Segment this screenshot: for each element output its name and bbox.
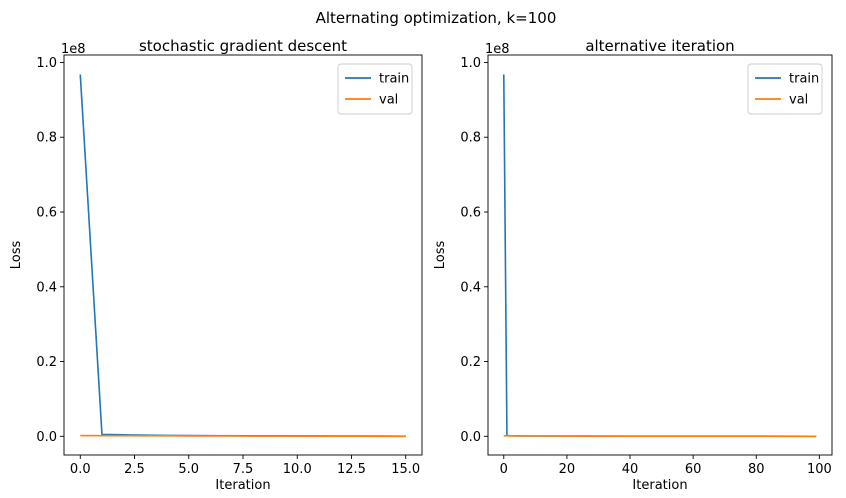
x-tick-label: 15.0 — [391, 462, 420, 477]
axes-frame — [487, 54, 833, 456]
y-tick-label: 0.4 — [460, 280, 481, 295]
x-tick-label: 10.0 — [283, 462, 312, 477]
y-tick-label: 0.2 — [36, 355, 57, 370]
subplot-1: 0.0 2.5 5.0 7.5 10.0 12.5 15.0 0.0 0.2 0.4 0.6 0.8 1… — [9, 37, 423, 493]
legend-label-val: val — [379, 93, 398, 108]
subplot-title: stochastic gradient descent — [139, 37, 347, 55]
x-tick-label: 12.5 — [337, 462, 366, 477]
x-tick-label: 7.5 — [233, 462, 254, 477]
subplot-2: 0 20 40 60 80 100 0.0 0.2 0.4 0.6 0.8 1.0 1e8 alterna… — [433, 37, 833, 493]
x-tick-label: 0.0 — [70, 462, 91, 477]
subplot-title: alternative iteration — [585, 37, 734, 55]
x-tick-label: 2.5 — [124, 462, 145, 477]
x-tick-label: 60 — [685, 462, 702, 477]
series-line-val — [80, 434, 406, 438]
legend-label-train: train — [379, 72, 409, 87]
y-axis-label: Loss — [433, 241, 448, 270]
x-tick-label: 40 — [622, 462, 639, 477]
legend-box — [747, 63, 823, 115]
series-line-train — [502, 74, 817, 438]
x-tick-label: 5.0 — [178, 462, 199, 477]
legend-label-val: val — [789, 93, 808, 108]
x-tick-label: 100 — [807, 462, 832, 477]
legend: train val — [747, 63, 823, 115]
y-tick-label: 0.8 — [460, 131, 481, 146]
axes-frame — [63, 54, 423, 456]
series-line-val — [503, 434, 817, 438]
y-offset-label: 1e8 — [485, 42, 510, 57]
y-tick-label: 0.0 — [36, 430, 57, 445]
plots: 0.0 2.5 5.0 7.5 10.0 12.5 15.0 0.0 0.2 0.4 0.6 0.8 1… — [9, 37, 833, 493]
figure-suptitle: Alternating optimization, k=100 — [316, 9, 557, 27]
series-line-train — [79, 74, 406, 437]
y-tick-label: 0.6 — [36, 206, 57, 221]
series-lines — [502, 74, 817, 438]
x-tick-label: 0 — [500, 462, 508, 477]
y-tick-label: 0.0 — [460, 430, 481, 445]
y-axis-label: Loss — [9, 241, 24, 270]
y-tick-label: 1.0 — [36, 56, 57, 71]
y-offset-label: 1e8 — [61, 42, 86, 57]
y-tick-label: 1.0 — [460, 56, 481, 71]
legend-box — [337, 63, 413, 115]
y-tick-label: 0.6 — [460, 206, 481, 221]
y-tick-label: 0.8 — [36, 131, 57, 146]
legend-label-train: train — [789, 72, 819, 87]
y-tick-label: 0.4 — [36, 280, 57, 295]
y-tick-label: 0.2 — [460, 355, 481, 370]
legend: train val — [337, 63, 413, 115]
series-lines — [79, 74, 406, 438]
x-axis-label: Iteration — [632, 478, 687, 493]
x-tick-label: 80 — [748, 462, 765, 477]
x-axis-label: Iteration — [215, 478, 270, 493]
x-tick-label: 20 — [559, 462, 576, 477]
